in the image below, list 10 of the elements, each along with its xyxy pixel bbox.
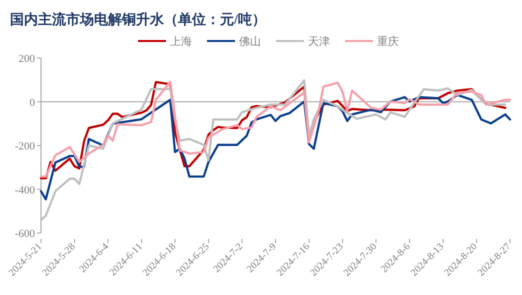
legend: 重庆 (377, 36, 399, 48)
ytick: 200 (18, 53, 35, 65)
ytick: 0 (30, 96, 35, 109)
title: 国内主流市场电解铜升水（单位：元/吨） (10, 13, 266, 28)
legend: 上海 (170, 36, 192, 48)
ytick: -600 (14, 228, 35, 240)
ytick: -200 (14, 140, 35, 152)
legend: 佛山 (239, 36, 261, 48)
legend: 天津 (308, 36, 330, 48)
ytick: -400 (14, 184, 35, 196)
